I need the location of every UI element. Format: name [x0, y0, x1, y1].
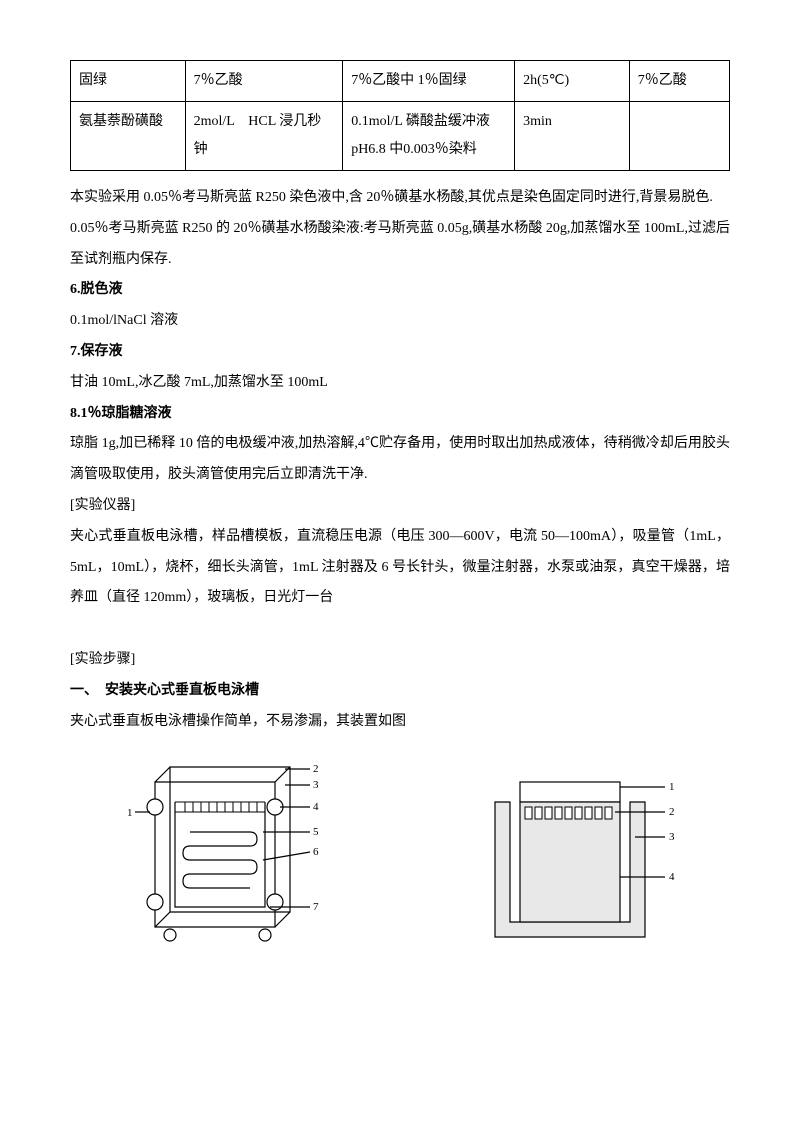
- cell: 3min: [515, 102, 630, 171]
- fig1-label-6: 6: [313, 846, 319, 858]
- heading-instruments: [实验仪器]: [70, 491, 730, 522]
- paragraph: 0.05％考马斯亮蓝 R250 的 20％磺基水杨酸染液:考马斯亮蓝 0.05g…: [70, 214, 730, 276]
- fig2-label-4: 4: [669, 871, 675, 883]
- paragraph: 0.1mol/lNaCl 溶液: [70, 306, 730, 337]
- fig2-label-3: 3: [669, 831, 675, 843]
- cell: 氨基萘酚磺酸: [71, 102, 186, 171]
- figure-row: 1 2 3 4 5 6 7: [70, 757, 730, 947]
- step-heading: 一、 安装夹心式垂直板电泳槽: [70, 676, 730, 707]
- table-row: 氨基萘酚磺酸 2mol/L HCL 浸几秒钟 0.1mol/L 磷酸盐缓冲液 p…: [71, 102, 730, 171]
- heading-7: 7.保存液: [70, 337, 730, 368]
- cell: 7％乙酸中 1％固绿: [343, 61, 515, 102]
- fig1-label-2: 2: [313, 763, 319, 775]
- cell: 2h(5℃): [515, 61, 630, 102]
- fig1-label-1: 1: [127, 807, 133, 819]
- cell: [629, 102, 729, 171]
- stain-table: 固绿 7％乙酸 7％乙酸中 1％固绿 2h(5℃) 7％乙酸 氨基萘酚磺酸 2m…: [70, 60, 730, 171]
- fig2-label-2: 2: [669, 806, 675, 818]
- cell: 固绿: [71, 61, 186, 102]
- apparatus-cross-section-diagram: 1 2 3 4: [465, 777, 685, 947]
- cell: 2mol/L HCL 浸几秒钟: [185, 102, 343, 171]
- paragraph: 琼脂 1g,加已稀释 10 倍的电极缓冲液,加热溶解,4℃贮存备用，使用时取出加…: [70, 429, 730, 491]
- heading-steps: [实验步骤]: [70, 645, 730, 676]
- cell: 7％乙酸: [629, 61, 729, 102]
- fig2-label-1: 1: [669, 781, 675, 793]
- fig1-label-3: 3: [313, 779, 319, 791]
- paragraph: 夹心式垂直板电泳槽，样品槽模板，直流稳压电源（电压 300—600V，电流 50…: [70, 522, 730, 614]
- paragraph: 本实验采用 0.05％考马斯亮蓝 R250 染色液中,含 20％磺基水杨酸,其优…: [70, 183, 730, 214]
- fig1-label-4: 4: [313, 801, 319, 813]
- paragraph: 甘油 10mL,冰乙酸 7mL,加蒸馏水至 100mL: [70, 368, 730, 399]
- apparatus-3d-diagram: 1 2 3 4 5 6 7: [115, 757, 335, 947]
- cell: 7％乙酸: [185, 61, 343, 102]
- table-row: 固绿 7％乙酸 7％乙酸中 1％固绿 2h(5℃) 7％乙酸: [71, 61, 730, 102]
- paragraph: 夹心式垂直板电泳槽操作简单，不易渗漏，其装置如图: [70, 707, 730, 738]
- fig1-label-5: 5: [313, 826, 319, 838]
- heading-8: 8.1％琼脂糖溶液: [70, 399, 730, 430]
- heading-6: 6.脱色液: [70, 275, 730, 306]
- fig1-label-7: 7: [313, 901, 319, 913]
- cell: 0.1mol/L 磷酸盐缓冲液 pH6.8 中0.003％染料: [343, 102, 515, 171]
